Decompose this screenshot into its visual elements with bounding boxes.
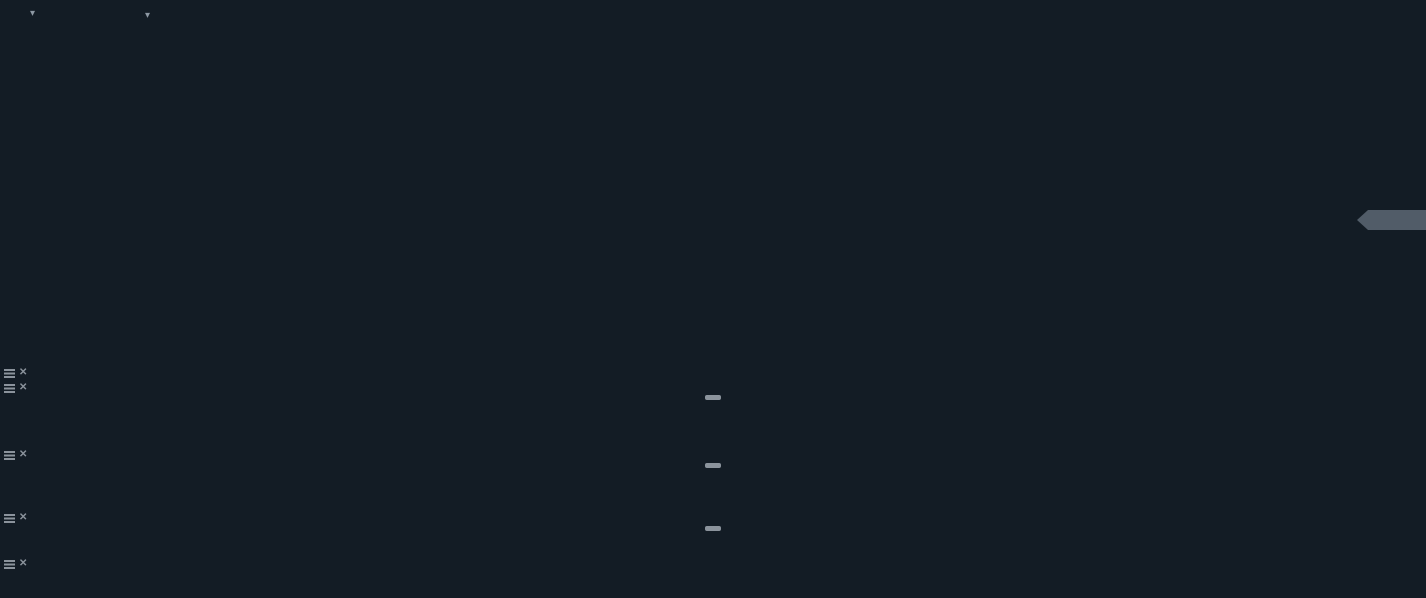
timeframe-selector[interactable]: ▾	[140, 11, 150, 21]
panel-resize-handle[interactable]	[705, 395, 721, 400]
chevron-down-icon: ▾	[30, 8, 36, 19]
indicator-remove-icon[interactable]: ✕	[19, 558, 28, 569]
indicator-legend-volume[interactable]: ✕	[4, 557, 35, 571]
indicator-settings-icon[interactable]	[4, 450, 15, 460]
indicator-settings-icon[interactable]	[4, 559, 15, 569]
indicator-remove-icon[interactable]: ✕	[19, 382, 28, 393]
indicator-remove-icon[interactable]: ✕	[19, 367, 28, 378]
time-axis[interactable]	[0, 571, 1426, 598]
price-axis[interactable]	[1362, 0, 1426, 570]
indicator-remove-icon[interactable]: ✕	[19, 449, 28, 460]
indicator-settings-icon[interactable]	[4, 368, 15, 378]
panel-resize-handle[interactable]	[705, 526, 721, 531]
indicator-legend-sma[interactable]: ✕	[4, 366, 35, 380]
indicator-legend-ema[interactable]: ✕	[4, 381, 35, 395]
indicator-legend-momentum[interactable]: ✕	[4, 511, 35, 525]
indicator-remove-icon[interactable]: ✕	[19, 512, 28, 523]
current-price-badge	[1357, 210, 1426, 230]
indicator-legend-cci[interactable]: ✕	[4, 448, 35, 462]
indicator-settings-icon[interactable]	[4, 513, 15, 523]
panel-resize-handle[interactable]	[705, 463, 721, 468]
indicator-settings-icon[interactable]	[4, 383, 15, 393]
chevron-down-icon: ▾	[145, 10, 151, 21]
symbol-selector[interactable]: ▾	[18, 9, 35, 19]
